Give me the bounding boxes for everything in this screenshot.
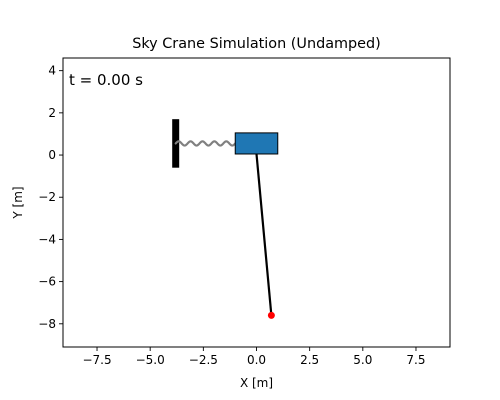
x-tick-label: 7.5	[406, 353, 425, 367]
plot-area	[62, 57, 451, 348]
chart-title: Sky Crane Simulation (Undamped)	[132, 36, 381, 52]
y-tick-label: −6	[38, 275, 56, 289]
crane-body	[234, 132, 279, 155]
spring	[174, 140, 237, 147]
y-tick-label: −4	[38, 232, 56, 246]
y-axis-label: Y [m]	[11, 186, 25, 219]
x-tick-label: 5.0	[353, 353, 372, 367]
x-tick-label: 0.0	[247, 353, 266, 367]
y-tick-label: 2	[48, 106, 56, 120]
time-annotation: t = 0.00 s	[69, 71, 143, 89]
x-tick-label: −2.5	[189, 353, 218, 367]
load-point	[267, 311, 275, 319]
y-tick-label: −2	[38, 190, 56, 204]
y-tick-label: −8	[38, 317, 56, 331]
x-tick-label: −5.0	[136, 353, 165, 367]
y-tick-label: 0	[48, 148, 56, 162]
y-tick-label: 4	[48, 64, 56, 78]
axis-ticks: −7.5 −5.0 −2.5 0.0 2.5 5.0 7.5 −8 −6 −4 −2 0 2 4	[38, 64, 425, 367]
x-tick-label: 2.5	[300, 353, 319, 367]
x-tick-label: −7.5	[82, 353, 111, 367]
cable	[255, 153, 273, 316]
x-axis-label: X [m]	[240, 376, 273, 390]
